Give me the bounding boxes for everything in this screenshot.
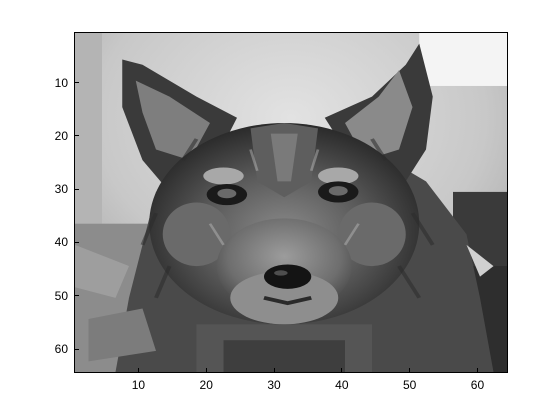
y-tick-mark: [75, 295, 79, 297]
y-tick-label: 60: [54, 342, 68, 357]
dog-image: [75, 33, 507, 372]
y-tick-label: 40: [54, 235, 68, 250]
y-tick-label: 10: [54, 75, 68, 90]
x-tick-label: 50: [402, 378, 417, 392]
image-axes: [74, 32, 508, 373]
x-tick-label: 20: [199, 378, 213, 392]
y-tick-mark: [75, 135, 79, 137]
x-tick-mark: [341, 368, 343, 372]
y-tick-mark: [75, 241, 79, 243]
x-tick-label: 10: [131, 378, 146, 392]
y-tick-mark: [75, 188, 79, 190]
y-tick-label: 30: [54, 182, 68, 197]
x-tick-mark: [137, 368, 139, 372]
y-tick-mark: [75, 348, 79, 350]
x-tick-mark: [273, 368, 275, 372]
y-tick-mark: [75, 82, 79, 84]
x-tick-mark: [409, 368, 411, 372]
x-tick-label: 30: [267, 378, 281, 392]
x-tick-mark: [205, 368, 207, 372]
x-tick-label: 40: [335, 378, 349, 392]
x-tick-label: 60: [470, 378, 485, 392]
y-tick-label: 20: [54, 128, 68, 143]
y-tick-label: 50: [54, 288, 68, 303]
x-tick-mark: [476, 368, 478, 372]
